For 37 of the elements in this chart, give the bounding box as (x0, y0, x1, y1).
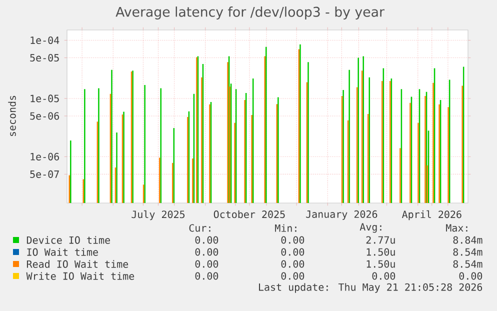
text: 0.00 (195, 236, 218, 244)
text: Last update: Thu May 21 21:05:28 2026 (259, 283, 482, 293)
text: Max: (446, 224, 468, 232)
text: 0.00 (195, 248, 218, 256)
text: 0.00 (281, 248, 304, 256)
y-tick-label: 1e-05 (30, 94, 59, 102)
y-axis-title: seconds (8, 96, 16, 136)
text: 0.00 (281, 236, 304, 244)
text: 8.54m (453, 248, 482, 256)
text: 0.00 (281, 272, 304, 280)
y-tick-label: 1e-04 (30, 36, 60, 44)
text: 8.54m (453, 260, 482, 268)
legend-label: IO Wait time (27, 248, 98, 256)
y-tick-label: 5e-06 (30, 112, 59, 120)
text: 0.00 (372, 272, 396, 280)
legend-label: Read IO Wait time (26, 260, 128, 268)
text: 8.84m (453, 236, 482, 244)
text: 0.00 (281, 260, 304, 268)
y-tick-label: 5e-05 (30, 54, 59, 62)
chart-title: Average latency for /dev/loop3 - by year (116, 6, 384, 20)
x-tick-label: January 2026 (306, 210, 378, 220)
x-tick-label: July 2025 (132, 210, 185, 220)
text: 2.77u (366, 236, 395, 244)
text: 0.00 (195, 272, 218, 280)
y-tick-label: 1e-06 (30, 152, 59, 160)
y-tick-label: 5e-07 (30, 170, 59, 178)
x-tick-label: October 2025 (214, 210, 285, 218)
text: 1.50u (366, 248, 395, 256)
x-tick-label: April 2026 (402, 210, 462, 220)
text: Cur: (189, 224, 210, 232)
text: 1.50u (366, 260, 395, 268)
text: Avg: (360, 223, 382, 233)
text: Min: (275, 224, 296, 232)
legend-label: Device IO time (26, 236, 110, 244)
text: 0.00 (459, 272, 482, 280)
legend-label: Write IO Wait time (26, 272, 134, 280)
text: 0.00 (195, 260, 218, 268)
